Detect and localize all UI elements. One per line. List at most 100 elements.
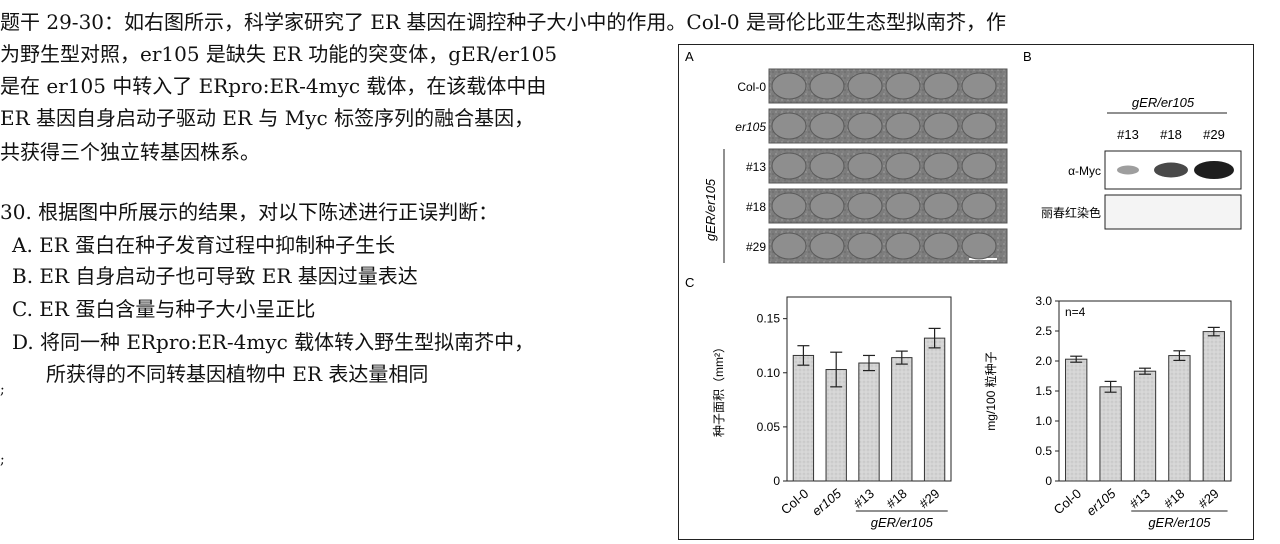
seed-image — [885, 72, 921, 100]
x-tick-label: #18 — [1161, 486, 1187, 511]
intro-line-1: 题干 29-30：如右图所示，科学家研究了 ER 基因在调控种子大小中的作用。C… — [0, 10, 1006, 34]
option-d: D. 将同一种 ERpro:ER-4myc 载体转入野生型拟南芥中， — [12, 330, 535, 354]
bar — [858, 362, 880, 482]
seed-image — [847, 112, 883, 140]
panel-a-label: A — [685, 49, 694, 64]
option-a: A. ER 蛋白在种子发育过程中抑制种子生长 — [12, 233, 396, 257]
myc-band — [1194, 161, 1234, 179]
y-tick-label: 3.0 — [1035, 294, 1052, 308]
y-tick-label: 0.05 — [757, 420, 781, 434]
seed-image — [923, 112, 959, 140]
n-annotation: n=4 — [1065, 305, 1086, 319]
row-label-er105: er105 — [735, 120, 766, 134]
seed-image — [923, 192, 959, 220]
option-c: C. ER 蛋白含量与种子大小呈正比 — [12, 297, 316, 321]
bar — [1202, 331, 1225, 482]
y-tick-label: 0.10 — [757, 366, 781, 380]
seed-image — [809, 232, 845, 260]
y-tick-label: 2.0 — [1035, 354, 1052, 368]
seed-image — [923, 232, 959, 260]
seed-image — [809, 112, 845, 140]
bar — [792, 354, 815, 482]
x-tick-label: #18 — [883, 486, 909, 511]
seed-image — [961, 72, 997, 100]
seed-image — [885, 232, 921, 260]
row-label-col0: Col-0 — [737, 80, 766, 94]
y-tick-label: 0.15 — [757, 312, 781, 326]
seed-image — [961, 192, 997, 220]
y-tick-label: 0 — [1045, 474, 1052, 488]
bar — [891, 357, 913, 482]
row-label-ponceau: 丽春红染色 — [1041, 205, 1101, 220]
bar — [1133, 370, 1157, 482]
x-tick-label: #13 — [1127, 486, 1153, 511]
intro-line-5: 共获得三个独立转基因株系。 — [0, 140, 260, 164]
panel-b-label: B — [1023, 49, 1032, 64]
intro-line-4: ER 基因自身启动子驱动 ER 与 Myc 标签序列的融合基因， — [0, 106, 535, 130]
seed-image — [961, 152, 997, 180]
lane-label-18: #18 — [1160, 127, 1182, 142]
question-30-stem: 30. 根据图中所展示的结果，对以下陈述进行正误判断： — [0, 200, 499, 224]
x-tick-label: Col-0 — [1051, 486, 1084, 517]
seed-image — [847, 152, 883, 180]
lane-label-13: #13 — [1117, 127, 1139, 142]
y-tick-label: 0.5 — [1035, 444, 1052, 458]
x-tick-label: er105 — [809, 485, 845, 518]
panel-a: A Col-0 er105 #13 #18 #29 gER/er105 — [685, 49, 1008, 264]
myc-band — [1117, 165, 1139, 175]
seed-image — [809, 72, 845, 100]
row-label-13: #13 — [746, 160, 766, 174]
y-tick-label: 0 — [773, 474, 780, 488]
seed-image — [771, 152, 807, 180]
seed-image — [847, 232, 883, 260]
seed-image — [961, 112, 997, 140]
seed-image — [771, 192, 807, 220]
seed-image — [923, 152, 959, 180]
seed-image — [923, 72, 959, 100]
seed-image — [847, 192, 883, 220]
ponceau-stain — [1104, 194, 1242, 230]
x-tick-label: er105 — [1083, 485, 1119, 518]
group-label-b: gER/er105 — [1132, 95, 1195, 110]
row-label-29: #29 — [746, 240, 766, 254]
lane-label-29: #29 — [1203, 127, 1225, 142]
intro-line-2: 为野生型对照，er105 是缺失 ER 功能的突变体，gER/er105 — [0, 42, 558, 66]
seed-image — [885, 192, 921, 220]
seed-image — [771, 232, 807, 260]
y-axis-label: mg/100 粒种子 — [983, 351, 998, 430]
option-d-continued: 所获得的不同转基因植物中 ER 表达量相同 — [46, 362, 429, 386]
seed-image — [885, 112, 921, 140]
panel-c-label: C — [685, 275, 694, 290]
intro-line-3: 是在 er105 中转入了 ERpro:ER-4myc 载体，在该载体中由 — [0, 74, 547, 98]
bar — [1099, 386, 1122, 482]
chart-seed-weight: 0 0.5 1.0 1.5 2.0 2.5 3.0 mg/100 粒种子 Col-0 er105 #… — [983, 294, 1232, 530]
x-tick-label: #13 — [851, 486, 877, 511]
x-tick-label: Col-0 — [778, 486, 811, 517]
seed-image — [809, 152, 845, 180]
figure-svg: A Col-0 er105 #13 #18 #29 gER/er105 B gE… — [685, 49, 1242, 530]
group-label: gER/er105 — [1148, 515, 1211, 530]
seed-image — [809, 192, 845, 220]
myc-band — [1154, 162, 1188, 178]
option-b: B. ER 自身启动子也可导致 ER 基因过量表达 — [12, 264, 418, 288]
seed-image — [885, 152, 921, 180]
y-tick-label: 2.5 — [1035, 324, 1052, 338]
bar — [1168, 355, 1191, 482]
group-label: gER/er105 — [871, 515, 934, 530]
y-axis-label: 种子面积（mm²） — [712, 341, 726, 437]
seed-image — [771, 112, 807, 140]
x-tick-label: #29 — [1195, 486, 1221, 511]
x-tick-label: #29 — [916, 486, 942, 511]
stray-mark-2: ; — [0, 452, 5, 468]
bar — [923, 337, 946, 482]
row-label-myc: α-Myc — [1068, 164, 1101, 178]
panel-b: B gER/er105 #13 #18 #29 α-Myc 丽春红染色 — [1023, 49, 1242, 230]
seed-image — [961, 232, 997, 260]
bar — [1065, 358, 1088, 482]
seed-image — [771, 72, 807, 100]
row-label-18: #18 — [746, 200, 766, 214]
y-tick-label: 1.5 — [1035, 384, 1052, 398]
stray-mark-1: ; — [0, 382, 5, 398]
group-label-a: gER/er105 — [703, 178, 718, 241]
